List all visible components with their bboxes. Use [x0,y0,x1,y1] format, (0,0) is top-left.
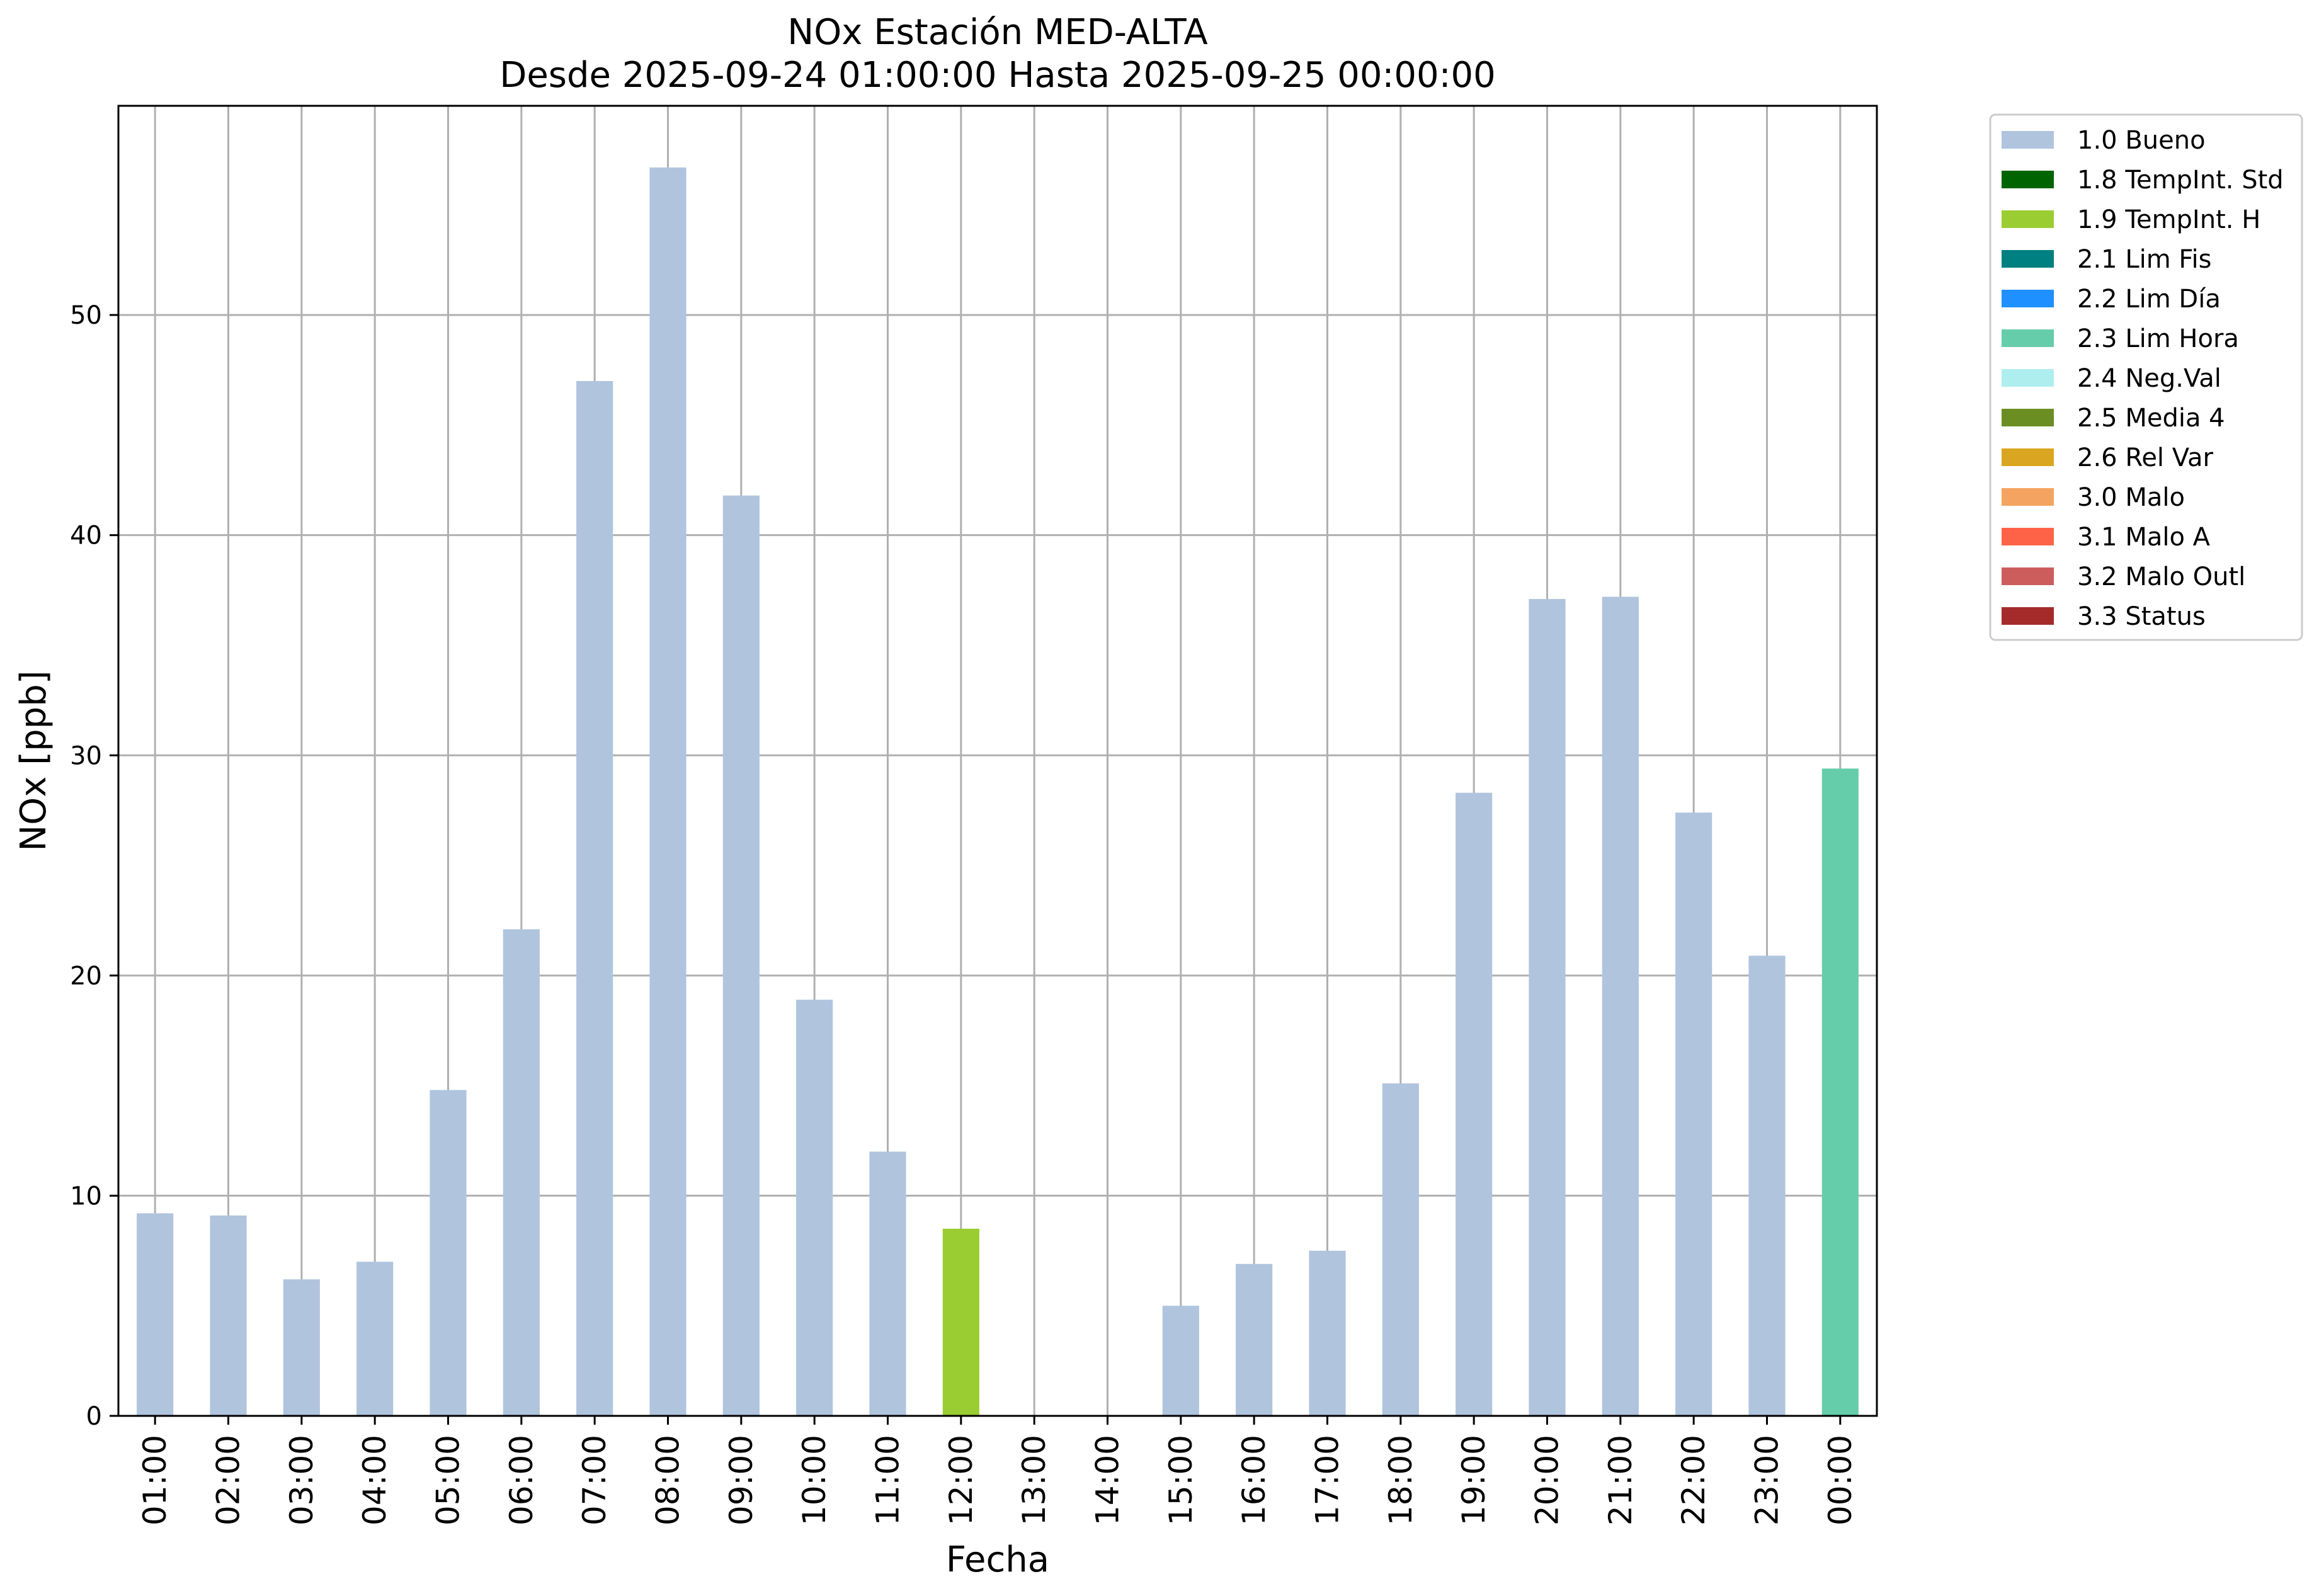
legend-label: 1.8 TempInt. Std [2077,166,2284,195]
legend-label: 2.5 Media 4 [2077,404,2225,433]
x-tick-label: 14:00 [1090,1435,1126,1525]
x-tick-label: 06:00 [503,1435,540,1525]
legend-box [1989,113,2303,641]
bar [356,1262,394,1416]
x-tick-label: 17:00 [1309,1435,1346,1525]
x-tick-label: 01:00 [137,1435,173,1525]
x-tick-label: 09:00 [723,1435,760,1525]
bar [1821,768,1859,1416]
y-tick-label: 50 [70,301,102,330]
x-tick-label: 16:00 [1236,1435,1272,1525]
legend-label: 2.4 Neg.Val [2077,364,2221,393]
legend-swatch [2002,528,2054,545]
legend-swatch [2002,567,2054,585]
bar [1162,1306,1199,1416]
x-tick-label: 21:00 [1602,1435,1639,1525]
bar [210,1215,247,1416]
bar [137,1213,174,1416]
x-axis-label: Fecha [946,1539,1049,1580]
bar [1748,955,1786,1416]
legend-swatch [2002,171,2054,188]
bar [1675,812,1712,1416]
x-tick-label: 08:00 [650,1435,687,1525]
bar [1309,1250,1346,1416]
x-tick-label: 20:00 [1529,1435,1566,1525]
legend-swatch [2002,210,2054,228]
y-tick-label: 20 [70,962,102,991]
x-tick-label: 02:00 [210,1435,247,1525]
x-tick-label: 13:00 [1016,1435,1052,1525]
bar [430,1090,467,1416]
legend-swatch [2002,369,2054,387]
legend-label: 1.9 TempInt. H [2077,205,2260,234]
y-axis-ticks: 0 10 20 30 40 50 [70,301,118,1431]
bar [1529,599,1566,1416]
bar [1456,792,1493,1416]
x-tick-label: 19:00 [1456,1435,1492,1525]
legend-swatch [2002,409,2054,426]
legend-swatch [2002,448,2054,466]
legend-label: 3.1 Malo A [2077,523,2211,552]
x-tick-label: 23:00 [1749,1435,1786,1525]
legend-swatch [2002,488,2054,506]
legend-label: 2.3 Lim Hora [2077,324,2239,353]
legend-label: 2.6 Rel Var [2077,443,2214,472]
x-tick-label: 00:00 [1822,1435,1859,1525]
bar [1236,1263,1273,1416]
y-tick-label: 40 [70,522,102,550]
bar [1382,1083,1419,1416]
x-tick-label: 10:00 [796,1435,833,1525]
bar [649,167,687,1416]
y-tick-label: 0 [86,1402,102,1431]
bar [869,1151,906,1416]
chart-subtitle: Desde 2025-09-24 01:00:00 Hasta 2025-09-… [499,55,1496,96]
x-axis-ticks: 01:00 02:00 03:00 04:00 05:00 06:00 07:00 08:00… [137,1416,1859,1525]
bars [137,167,1859,1416]
x-tick-label: 11:00 [870,1435,906,1525]
chart-title: NOx Estación MED-ALTA [787,12,1207,53]
bar [576,380,613,1416]
x-tick-label: 15:00 [1163,1435,1199,1525]
x-tick-label: 18:00 [1382,1435,1419,1525]
legend-swatch [2002,329,2054,347]
legend-swatch [2002,250,2054,268]
bar [942,1228,979,1416]
plot-frame [117,105,1878,1417]
bar [796,1000,833,1416]
legend-label: 3.3 Status [2077,602,2206,631]
legend-label: 3.0 Malo [2077,483,2185,512]
bar [1602,596,1639,1416]
x-tick-label: 04:00 [356,1435,393,1525]
legend-label: 2.1 Lim Fis [2077,245,2211,274]
y-tick-label: 30 [70,741,102,770]
x-tick-label: 22:00 [1675,1435,1712,1525]
legend-label: 2.2 Lim Día [2077,285,2221,314]
y-axis-label: NOx [ppb] [13,670,54,851]
bar [283,1279,320,1416]
legend: 1.0 Bueno 1.8 TempInt. Std 1.9 TempInt. H 2… [1989,113,2303,641]
bar [503,929,540,1416]
x-tick-label: 12:00 [943,1435,979,1525]
legend-swatch [2002,290,2054,307]
legend-swatch [2002,131,2054,149]
x-tick-label: 03:00 [283,1435,320,1525]
legend-label: 3.2 Malo Outl [2077,562,2245,591]
bar [722,495,760,1416]
y-tick-label: 10 [70,1182,102,1211]
legend-swatch [2002,607,2054,625]
x-tick-label: 05:00 [430,1435,467,1525]
legend-label: 1.0 Bueno [2077,126,2206,155]
x-tick-label: 07:00 [576,1435,613,1525]
